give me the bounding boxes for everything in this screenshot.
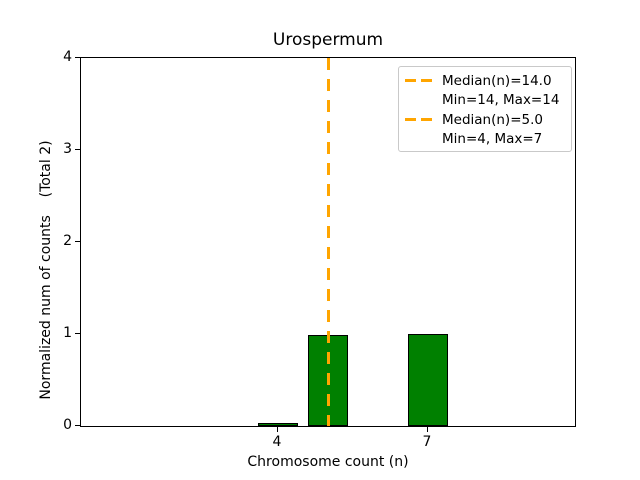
y-tick-mark — [75, 149, 80, 150]
legend-sample-spacer — [405, 99, 432, 102]
y-tick-mark — [75, 241, 80, 242]
y-tick-mark — [75, 333, 80, 334]
legend: Median(n)=14.0 Min=14, Max=14 Median(n)=… — [398, 66, 572, 152]
legend-label: Median(n)=5.0 — [442, 111, 543, 128]
x-tick-label: 4 — [272, 434, 282, 450]
legend-sample-spacer — [405, 138, 432, 141]
chart-title: Urospermum — [272, 30, 384, 50]
dashed-line-sample-icon — [405, 118, 432, 122]
legend-label: Min=4, Max=7 — [442, 131, 543, 148]
bar — [258, 423, 298, 426]
x-tick-mark — [427, 427, 428, 432]
y-tick-label: 3 — [63, 141, 72, 157]
bar — [408, 334, 448, 426]
y-ticks: 0 1 2 3 4 — [0, 49, 80, 433]
legend-row: Median(n)=5.0 — [405, 110, 565, 130]
y-tick-mark — [75, 425, 80, 426]
x-tick-label: 7 — [422, 434, 432, 450]
y-tick-label: 2 — [63, 233, 72, 249]
y-tick-label: 1 — [63, 325, 72, 341]
x-tick-mark — [277, 427, 278, 432]
median-line — [326, 58, 330, 426]
y-tick-label: 4 — [63, 49, 72, 65]
legend-label: Median(n)=14.0 — [442, 72, 552, 89]
legend-row: Median(n)=14.0 — [405, 71, 565, 91]
legend-label: Min=14, Max=14 — [442, 92, 560, 109]
dashed-line-sample-icon — [405, 79, 432, 83]
y-tick-label: 0 — [63, 417, 72, 433]
legend-row: Min=14, Max=14 — [405, 91, 565, 111]
x-axis-label: Chromosome count (n) — [247, 454, 409, 470]
y-tick-mark — [75, 57, 80, 58]
legend-row: Min=4, Max=7 — [405, 130, 565, 150]
